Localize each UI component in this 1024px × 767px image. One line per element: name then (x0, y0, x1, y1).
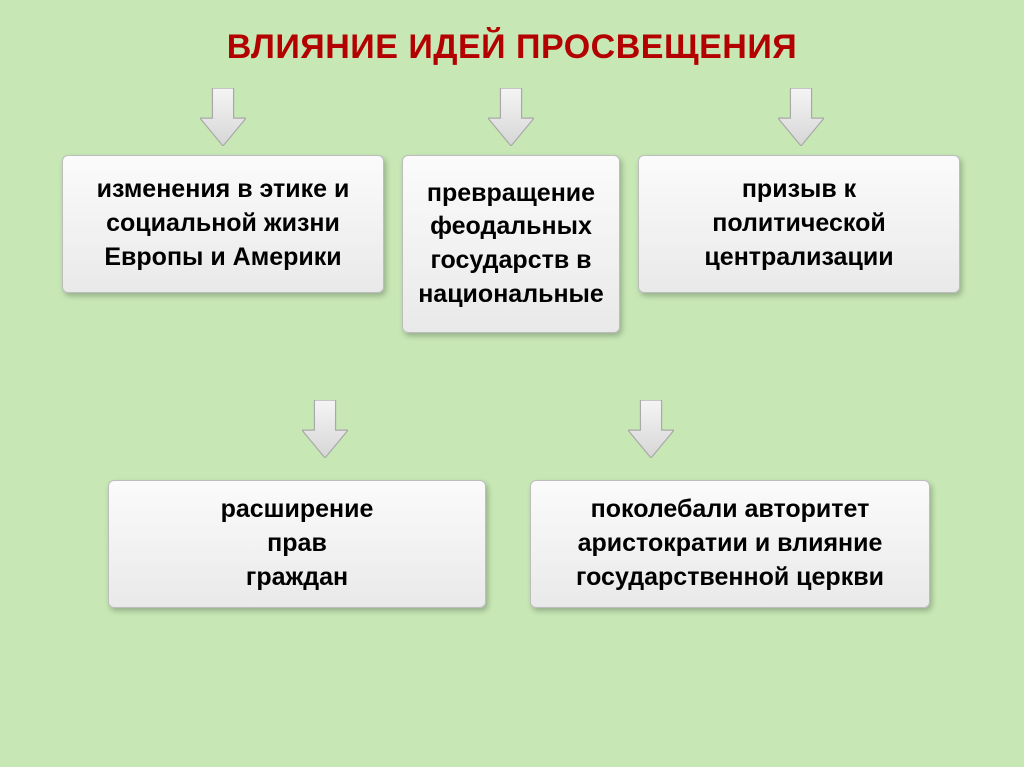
influence-box: расширениеправграждан (108, 480, 486, 608)
diagram-title: ВЛИЯНИЕ ИДЕЙ ПРОСВЕЩЕНИЯ (0, 0, 1024, 67)
influence-box: изменения в этике и социальной жизни Евр… (62, 155, 384, 293)
box-label: призыв к политической централизации (653, 173, 945, 274)
box-label: изменения в этике и социальной жизни Евр… (77, 173, 369, 274)
arrow-down-icon (628, 400, 674, 458)
influence-box: поколебали авторитет аристократии и влия… (530, 480, 930, 608)
box-label: поколебали авторитет аристократии и влия… (545, 493, 915, 594)
arrow-down-icon (778, 88, 824, 146)
arrow-down-icon (488, 88, 534, 146)
influence-box: призыв к политической централизации (638, 155, 960, 293)
box-label: расширениеправграждан (221, 493, 374, 594)
influence-box: превращение феодальных государств в наци… (402, 155, 620, 333)
box-label: превращение феодальных государств в наци… (417, 177, 605, 312)
arrow-down-icon (302, 400, 348, 458)
arrow-down-icon (200, 88, 246, 146)
